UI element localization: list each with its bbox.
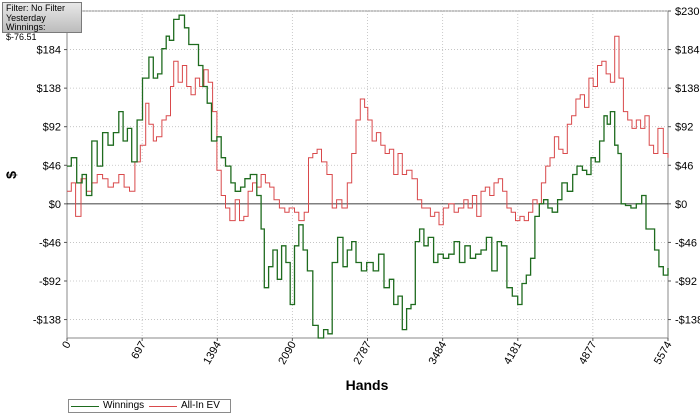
y-tick-label-left: $0 <box>49 199 61 211</box>
y-tick-label-left: -$92 <box>39 276 61 288</box>
y-tick-label-right: -$46 <box>675 237 697 249</box>
series-line-allin-ev <box>67 35 669 226</box>
y-tick-label-right: $0 <box>675 199 687 211</box>
y-tick-label-right: $46 <box>675 160 693 172</box>
x-tick-label: 4181 <box>502 340 525 367</box>
y-tick-label-left: $138 <box>37 83 61 95</box>
x-axis-title: Hands <box>346 377 389 393</box>
x-tick-label: 0 <box>60 340 73 351</box>
legend-label-allin-ev: All-In EV <box>181 400 220 411</box>
y-tick-label-left: -$138 <box>33 315 61 327</box>
x-tick-label: 3484 <box>427 340 450 367</box>
x-tick-label: 2090 <box>276 340 299 367</box>
filter-text: Filter: No Filter <box>6 3 66 13</box>
filter-info-box: Filter: No Filter Yesterday Winnings: $-… <box>2 2 82 41</box>
grid <box>67 10 668 338</box>
y-axis-left: $230$184$138$92$46$0-$46-$92-$138 <box>33 6 67 327</box>
y-tick-label-left: $184 <box>37 45 61 57</box>
legend-swatch-allin-ev <box>149 406 177 407</box>
legend: Winnings All-In EV <box>68 399 231 413</box>
y-axis-right: $230 $184 $138 $92 $46 $0 -$46 -$92 -$138 <box>668 6 700 327</box>
x-axis: 0 697 1394 2090 2787 3484 4181 4877 5574 <box>60 338 675 367</box>
period-text: Yesterday <box>6 12 46 23</box>
y-tick-label-left: $92 <box>43 122 61 134</box>
y-tick-label-right: -$138 <box>675 315 700 327</box>
y-tick-label-right: $92 <box>675 122 693 134</box>
legend-item-allin-ev: All-In EV <box>149 400 229 412</box>
x-tick-label: 4877 <box>577 340 600 367</box>
y-tick-label-left: $46 <box>43 160 61 172</box>
x-tick-label: 2787 <box>351 340 374 367</box>
legend-label-winnings: Winnings <box>103 400 145 411</box>
series-layer <box>67 14 669 339</box>
legend-item-winnings: Winnings <box>71 400 146 412</box>
x-tick-label: 697 <box>129 340 149 362</box>
y-tick-label-right: $184 <box>675 45 699 57</box>
winnings-text: Winnings: $-76.51 <box>6 22 46 42</box>
legend-swatch-winnings <box>71 406 99 407</box>
y-tick-label-right: -$92 <box>675 276 697 288</box>
x-tick-label: 5574 <box>652 340 675 367</box>
series-line-winnings <box>67 14 669 339</box>
plot-area <box>66 10 669 339</box>
y-tick-label-left: -$46 <box>39 237 61 249</box>
y-axis-title: $ <box>3 171 19 179</box>
y-tick-label-right: $230 <box>675 6 699 18</box>
x-tick-label: 1394 <box>201 340 224 367</box>
y-tick-label-right: $138 <box>675 83 699 95</box>
